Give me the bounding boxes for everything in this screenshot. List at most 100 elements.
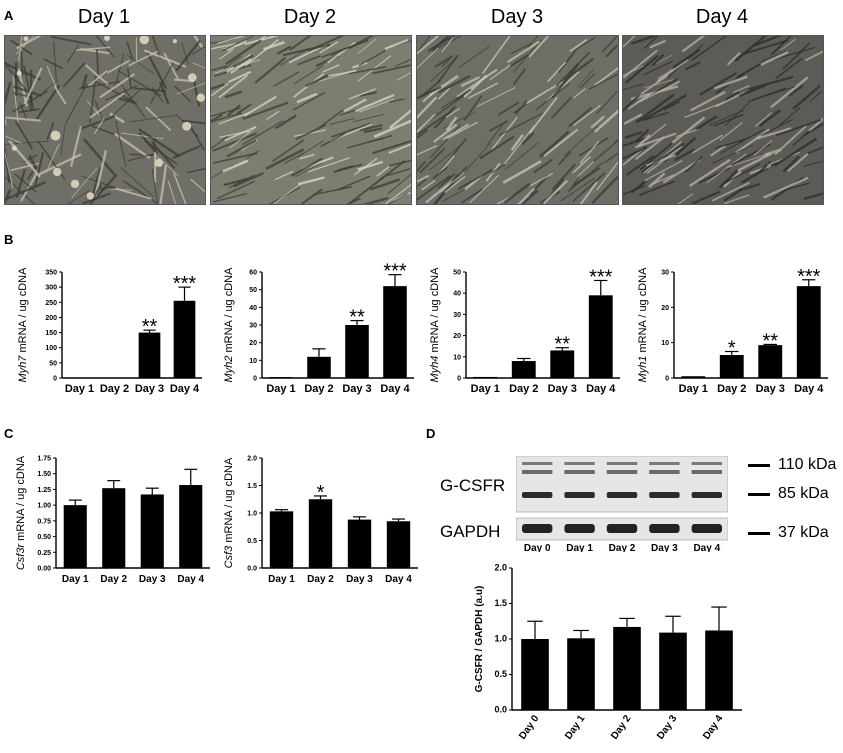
cell-fiber [429,124,462,159]
cell-fiber [290,157,323,178]
cell-fiber [274,183,302,204]
cell-fiber [433,172,461,204]
cell-fiber [637,80,681,104]
cell-fiber [631,36,658,45]
cell-fiber [12,73,19,123]
y-tick-label: 2.0 [494,563,507,573]
round-cell [11,145,17,151]
cell-fiber [442,188,466,202]
cell-fiber [441,54,455,68]
cell-fiber [782,42,811,70]
significance-marker: ** [762,330,778,352]
band-upper [564,462,595,465]
cell-fiber [242,101,289,120]
y-tick-label: 0 [457,376,461,383]
band-upper [564,470,595,474]
band-upper [606,462,638,465]
cell-fiber [297,140,324,158]
significance-marker: ** [554,334,570,356]
cell-fiber [345,197,361,204]
cell-fiber [357,38,377,54]
cell-fiber [489,64,511,81]
y-tick-label: 10 [661,340,669,347]
cell-fiber [295,162,323,178]
cell-fiber [421,179,436,191]
bar [269,511,294,568]
cell-fiber [706,153,747,184]
cell-fiber [623,49,658,79]
cell-fiber [792,84,821,110]
cell-fiber [773,46,816,61]
cell-fiber [175,39,201,72]
cell-fiber [762,50,788,62]
cell-fiber [521,189,539,204]
cell-fiber [593,138,618,163]
cell-fiber [78,81,120,89]
cell-fiber [305,74,329,88]
cell-fiber [173,172,187,204]
cell-fiber [387,173,411,195]
y-tick-label: 20 [661,305,669,312]
cell-fiber [325,70,357,78]
significance-marker: *** [383,261,407,283]
cell-fiber [318,109,344,129]
cell-fiber [94,100,104,120]
y-axis-label-units: mRNA / ug cDNA [223,267,235,356]
cell-fiber [643,159,684,182]
cell-fiber [754,36,782,47]
cell-fiber [775,119,822,137]
bar [347,519,372,568]
cell-fiber [46,66,58,89]
y-tick-label: 20 [453,333,461,340]
cell-fiber [296,92,318,104]
chart-myh7: 0 50 100 150 200 250 300 350 Myh7 mRNA / ug cDNA… [17,267,202,395]
y-axis-label-gene: Myh4 [429,356,441,383]
x-tick-label: Day 0 [517,713,542,742]
x-tick-label: Day 3 [756,383,785,395]
cell-fiber [440,171,465,193]
cell-fiber [677,193,694,204]
cell-fiber [417,144,438,156]
band-85kda [691,492,722,498]
cell-fiber [543,128,579,157]
y-tick-label: 30 [249,323,257,330]
x-tick-label: Day 1 [65,383,94,395]
cell-fiber [232,54,254,68]
cell-fiber [753,139,773,156]
cell-fiber [145,106,172,132]
cell-fiber [359,91,377,97]
band-upper [649,462,680,465]
cell-fiber [547,61,567,83]
y-tick-label: 1.75 [37,456,51,463]
cell-fiber [265,148,305,170]
cell-fiber [167,180,177,204]
cell-fiber [348,88,376,100]
significance-marker: *** [173,273,197,295]
cell-fiber [53,85,67,105]
cell-fiber [71,167,98,199]
cell-fiber [384,184,411,204]
cell-fiber [551,62,580,99]
cell-fiber [214,59,261,74]
round-cell [139,36,149,45]
band-85kda [606,492,638,498]
cell-fiber [217,36,246,44]
cell-fiber [502,160,542,184]
x-tick-label: Day 2 [307,574,334,585]
y-tick-label: 50 [453,270,461,277]
cell-fiber [655,54,673,65]
cell-fiber [434,55,453,68]
cell-fiber [645,153,677,167]
cell-fiber [593,109,618,133]
cell-fiber [445,107,461,119]
cell-fiber [15,36,35,55]
cell-fiber [35,84,61,120]
cell-fiber [153,153,179,177]
significance-marker: *** [589,266,613,288]
cell-fiber [5,140,49,145]
cell-fiber [576,68,595,88]
cell-fiber [293,62,328,85]
cell-fiber [18,108,41,113]
cell-fiber [223,177,249,187]
cell-fiber [386,167,411,177]
